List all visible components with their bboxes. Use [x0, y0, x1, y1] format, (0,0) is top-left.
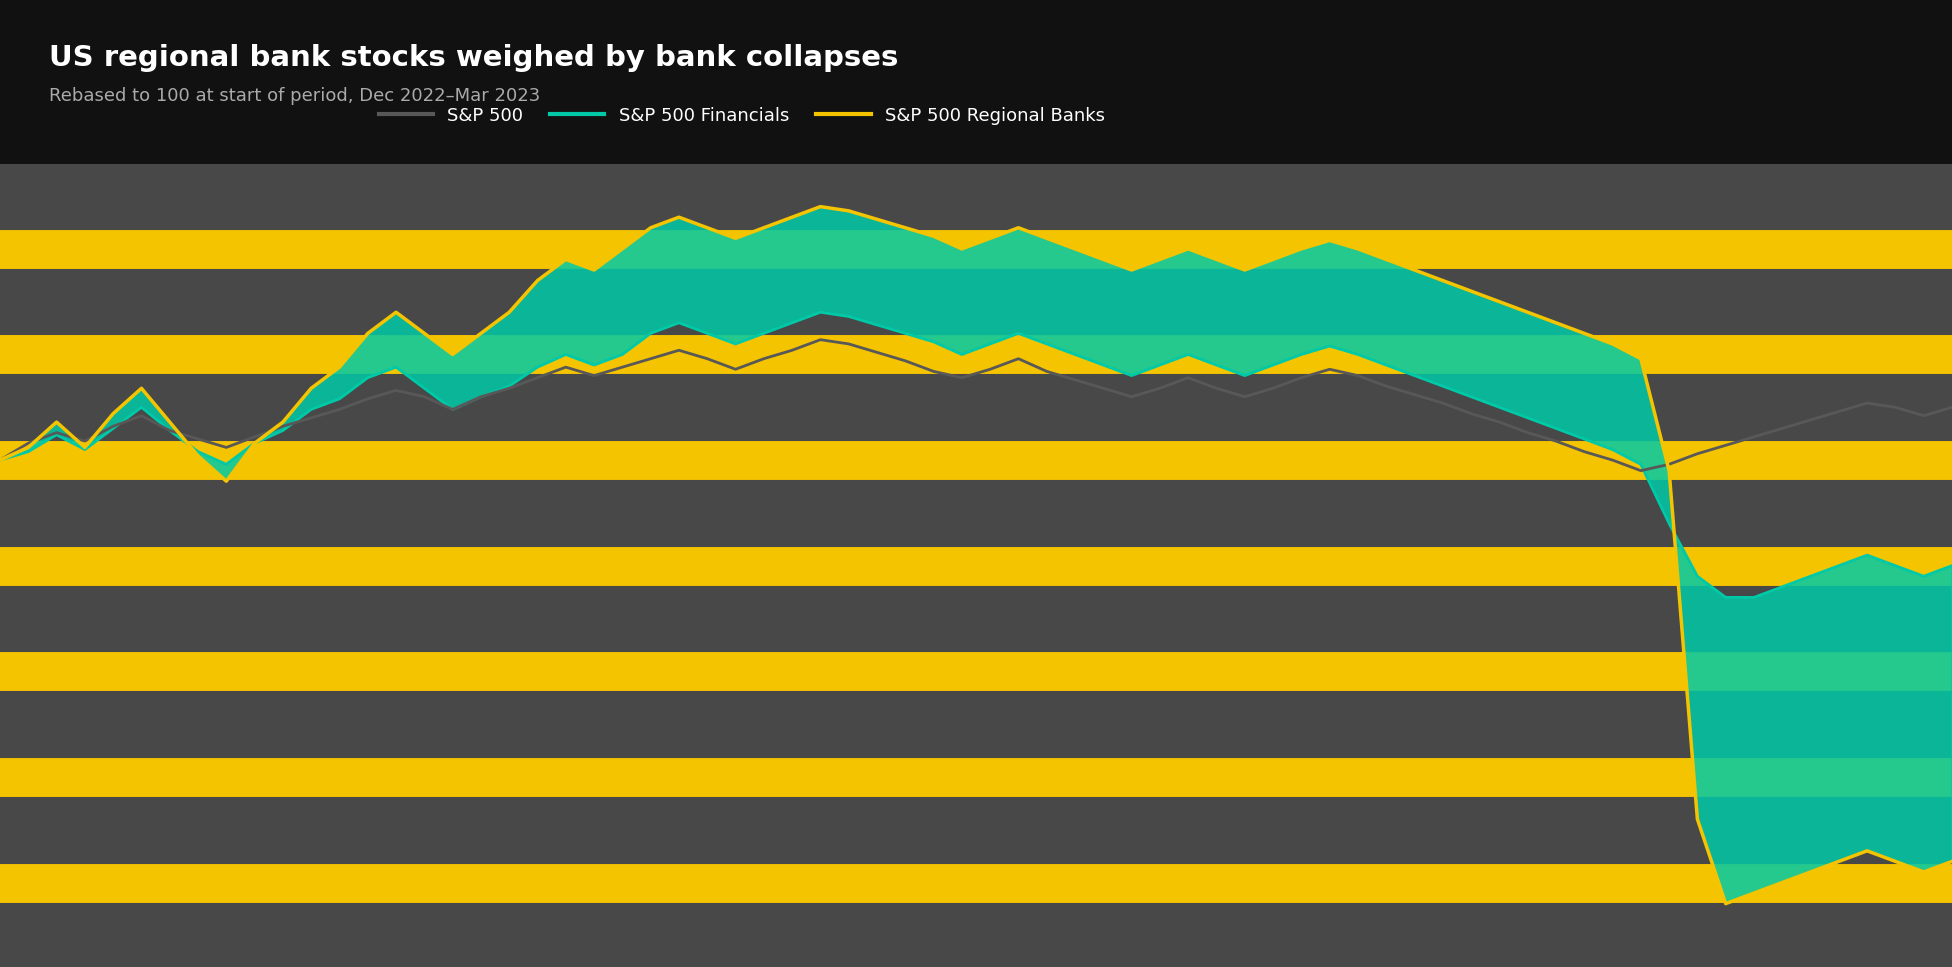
Text: US regional bank stocks weighed by bank collapses: US regional bank stocks weighed by bank … — [49, 44, 898, 72]
Legend: S&P 500, S&P 500 Financials, S&P 500 Regional Banks: S&P 500, S&P 500 Financials, S&P 500 Reg… — [371, 100, 1113, 132]
Text: Rebased to 100 at start of period, Dec 2022–Mar 2023: Rebased to 100 at start of period, Dec 2… — [49, 87, 541, 105]
